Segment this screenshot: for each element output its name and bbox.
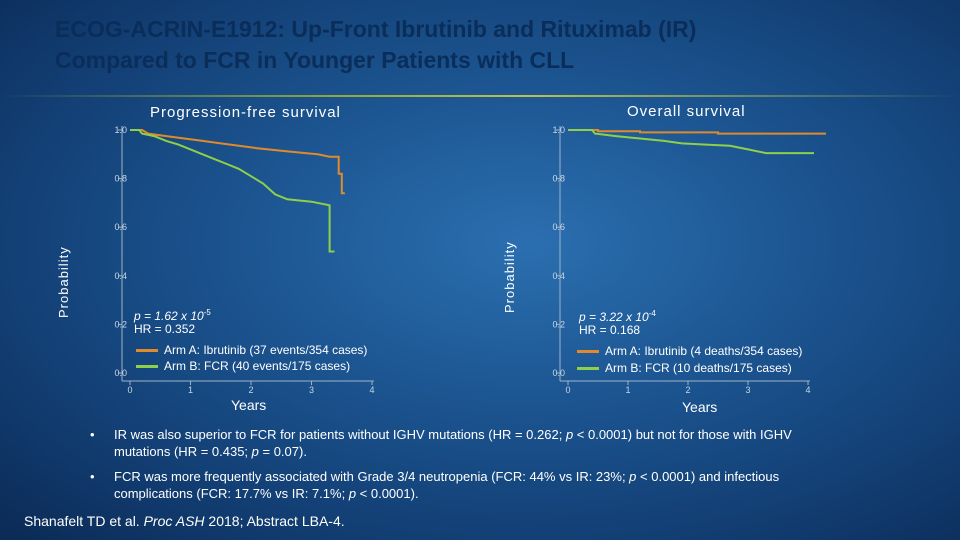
os-y-tick-label: 0.0 bbox=[552, 368, 565, 378]
os-y-tick-label: 0.2 bbox=[552, 319, 565, 329]
pfs-p-value-text: p = 1.62 x 10 bbox=[134, 309, 204, 323]
pfs-x-tick-label: 1 bbox=[188, 385, 193, 395]
slide-title: ECOG-ACRIN-E1912: Up-Front Ibrutinib and… bbox=[55, 14, 915, 76]
pfs-x-tick-label: 3 bbox=[309, 385, 314, 395]
pfs-legend-fcr: Arm B: FCR (40 events/175 cases) bbox=[136, 359, 350, 373]
bullet-2-part-c: < 0.0001). bbox=[356, 486, 419, 501]
os-p-exponent: -4 bbox=[648, 309, 656, 318]
pfs-x-tick-label: 0 bbox=[127, 385, 132, 395]
pfs-y-tick-label: 0.8 bbox=[114, 174, 127, 184]
bullet-text-1: IR was also superior to FCR for patients… bbox=[114, 426, 850, 460]
os-panel-title: Overall survival bbox=[627, 103, 746, 120]
pfs-panel-title: Progression-free survival bbox=[150, 104, 341, 121]
os-x-tick-label: 2 bbox=[685, 385, 690, 395]
os-x-axis-label: Years bbox=[682, 399, 718, 415]
bullet-2-part-b: < 0.0001) and infectious complications (… bbox=[114, 469, 780, 501]
os-x-tick-label: 0 bbox=[565, 385, 570, 395]
bullet-1-part-a: IR was also superior to FCR for patients… bbox=[114, 427, 566, 442]
pfs-legend-ibrutinib-label: Arm A: Ibrutinib (37 events/354 cases) bbox=[164, 343, 368, 357]
bullet-text-2: FCR was more frequently associated with … bbox=[114, 468, 850, 502]
os-y-tick-label: 0.8 bbox=[552, 174, 565, 184]
legend-swatch-fcr bbox=[577, 366, 599, 370]
pfs-series-fcr-line bbox=[130, 129, 335, 253]
pfs-x-tick-label: 2 bbox=[248, 385, 253, 395]
bullet-marker: • bbox=[90, 427, 95, 442]
os-legend-ibrutinib-label: Arm A: Ibrutinib (4 deaths/354 cases) bbox=[605, 344, 803, 358]
legend-swatch-ibrutinib bbox=[136, 348, 158, 352]
pfs-y-tick-label: 1.0 bbox=[114, 125, 127, 135]
pfs-x-tick-label: 4 bbox=[369, 385, 374, 395]
pfs-y-tick-label: 0.2 bbox=[114, 319, 127, 329]
os-legend-fcr-label: Arm B: FCR (10 deaths/175 cases) bbox=[605, 361, 792, 375]
os-x-tick-label: 1 bbox=[625, 385, 630, 395]
bullet-1-p2: p bbox=[251, 444, 259, 459]
pfs-p-exponent: -5 bbox=[203, 308, 211, 317]
bullet-1-part-c: = 0.07). bbox=[258, 444, 307, 459]
os-series-ibrutinib-line bbox=[568, 129, 826, 135]
os-p-value: p = 3.22 x 10-4 bbox=[579, 306, 656, 325]
bullet-marker: • bbox=[90, 469, 95, 484]
pfs-p-value: p = 1.62 x 10-5 bbox=[134, 305, 211, 324]
reference-authors: Shanafelt TD et al. bbox=[24, 513, 144, 529]
title-line-2: Compared to FCR in Younger Patients with… bbox=[55, 47, 575, 73]
bullet-2-p2: p bbox=[348, 486, 357, 501]
pfs-series-ibrutinib-line bbox=[130, 129, 345, 195]
bullet-2-p1: p bbox=[629, 469, 637, 484]
pfs-hazard-ratio: HR = 0.352 bbox=[134, 322, 196, 336]
reference-citation: Shanafelt TD et al. Proc ASH 2018; Abstr… bbox=[24, 513, 345, 529]
legend-swatch-fcr bbox=[136, 364, 158, 368]
reference-details: 2018; Abstract LBA-4. bbox=[204, 513, 345, 529]
reference-journal: Proc ASH bbox=[143, 513, 205, 529]
os-hazard-ratio: HR = 0.168 bbox=[579, 323, 641, 337]
os-series-fcr-line bbox=[568, 129, 814, 155]
os-p-value-text: p = 3.22 x 10 bbox=[579, 310, 649, 324]
pfs-legend-ibrutinib: Arm A: Ibrutinib (37 events/354 cases) bbox=[136, 343, 367, 357]
os-y-tick-label: 1.0 bbox=[552, 125, 565, 135]
bullet-1-part-b: < 0.0001) but not for those with IGHV mu… bbox=[114, 427, 792, 459]
pfs-y-tick-label: 0.6 bbox=[114, 222, 127, 232]
bullet-item-2: • FCR was more frequently associated wit… bbox=[90, 468, 850, 502]
bullet-2-part-a: FCR was more frequently associated with … bbox=[114, 469, 630, 484]
os-x-tick-label: 3 bbox=[745, 385, 750, 395]
bullet-item-1: • IR was also superior to FCR for patien… bbox=[90, 426, 850, 460]
os-legend-fcr: Arm B: FCR (10 deaths/175 cases) bbox=[577, 361, 792, 375]
os-x-tick-label: 4 bbox=[805, 385, 810, 395]
pfs-legend-fcr-label: Arm B: FCR (40 events/175 cases) bbox=[164, 359, 351, 373]
pfs-y-tick-label: 0.0 bbox=[114, 368, 127, 378]
os-y-tick-label: 0.4 bbox=[552, 271, 565, 281]
legend-swatch-ibrutinib bbox=[577, 349, 599, 353]
pfs-y-tick-label: 0.4 bbox=[114, 271, 127, 281]
os-legend-ibrutinib: Arm A: Ibrutinib (4 deaths/354 cases) bbox=[577, 344, 802, 358]
os-y-tick-label: 0.6 bbox=[552, 222, 565, 232]
title-divider bbox=[0, 95, 960, 97]
bullet-1-p1: p bbox=[565, 427, 574, 442]
pfs-x-axis-label: Years bbox=[231, 397, 267, 413]
title-line-1: ECOG-ACRIN-E1912: Up-Front Ibrutinib and… bbox=[55, 16, 697, 42]
